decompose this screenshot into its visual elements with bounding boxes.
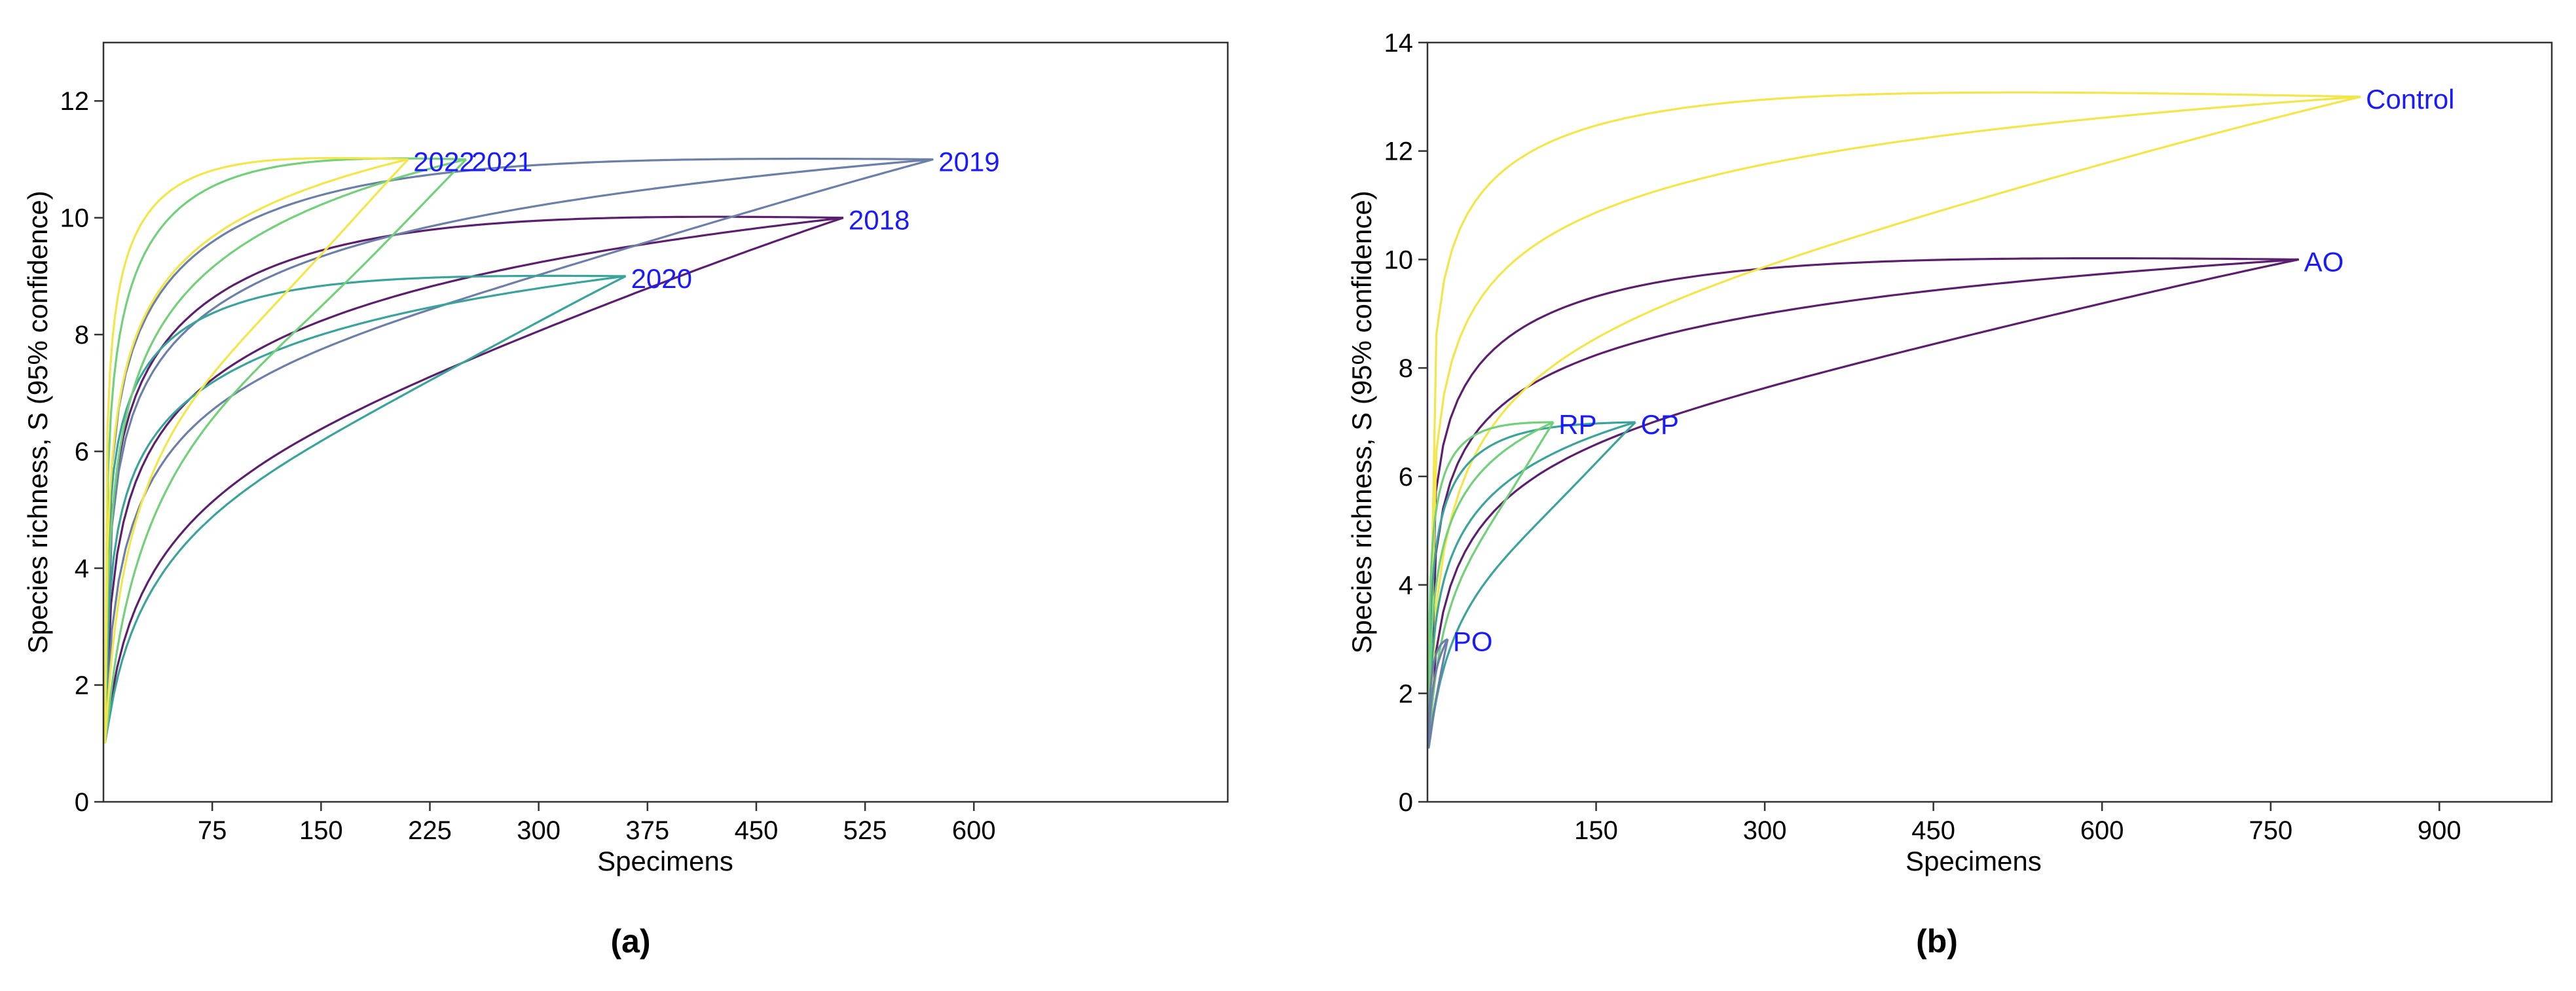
panel-b-y-axis-label: Species richness, S (95% confidence): [1346, 190, 1377, 653]
panel-a-y-tick-label: 2: [75, 672, 89, 700]
panel-b-y-tick-label: 0: [1399, 788, 1413, 817]
panel-b: 150 300 450 600 750 900 0 2 4 6 8 10 12 14 AO Control C…: [1346, 29, 2553, 960]
series-cp-lower-curve: [1427, 421, 1636, 748]
series-2018-upper-curve: [103, 215, 843, 744]
panel-a-x-tick-label: 600: [952, 816, 996, 845]
panel-a-series-layer: [103, 156, 934, 744]
panel-a-y-tick-label: 6: [75, 438, 89, 467]
series-label-2019: 2019: [938, 146, 999, 177]
panel-a-plot-frame: [102, 41, 1229, 803]
panel-b-ticks-layer: 150 300 450 600 750 900 0 2 4 6 8 10 12 14: [1384, 29, 2461, 845]
series-2020-lower-curve: [103, 275, 627, 744]
panel-b-x-tick-label: 750: [2249, 816, 2292, 845]
series-control: [1427, 91, 2361, 748]
panel-a-caption: (a): [610, 923, 650, 960]
panel-b-x-tick-label: 600: [2080, 816, 2124, 845]
panel-a-ticks-layer: 75 150 225 300 375 450 525 600 0 2 4 6 8 10 12: [60, 87, 996, 845]
series-po-lower-curve: [1427, 639, 1449, 749]
series-po: [1427, 638, 1449, 749]
series-label-rp: RP: [1558, 409, 1596, 440]
panel-a-x-tick-label: 150: [299, 816, 343, 845]
panel-b-series-layer: [1427, 91, 2361, 749]
panel-b-y-tick-label: 2: [1399, 679, 1413, 708]
panel-a-x-axis-label: Specimens: [597, 846, 733, 876]
series-label-2018: 2018: [849, 205, 910, 236]
series-ao-upper-curve: [1427, 257, 2299, 748]
panel-b-y-tick-label: 8: [1399, 354, 1413, 383]
panel-b-caption: (b): [1916, 923, 1958, 960]
series-label-control: Control: [2366, 84, 2454, 115]
series-cp-upper-curve: [1427, 421, 1636, 748]
series-ao-lower-curve: [1427, 258, 2300, 748]
series-2021-lower-curve: [103, 158, 468, 744]
panel-b-x-axis-label: Specimens: [1905, 846, 2042, 876]
series-label-2021: 2021: [471, 146, 532, 177]
panel-b-x-tick-label: 300: [1743, 816, 1787, 845]
series-label-ao: AO: [2304, 246, 2344, 277]
series-2022-lower-curve: [103, 158, 409, 744]
panel-b-y-tick-label: 14: [1384, 29, 1414, 58]
panel-a-y-tick-label: 12: [60, 87, 90, 116]
series-po-upper-curve: [1427, 638, 1449, 748]
series-control-lower-curve: [1427, 96, 2361, 748]
series-2020: [103, 274, 627, 744]
series-rp-mean-curve: [1427, 421, 1554, 748]
series-2021-upper-curve: [103, 157, 466, 744]
series-2021-mean-curve: [103, 158, 467, 744]
series-2022: [103, 156, 409, 744]
series-cp-mean-curve: [1427, 421, 1636, 748]
series-2022-upper-curve: [103, 156, 409, 744]
series-2022-mean-curve: [103, 158, 409, 744]
panel-a-x-tick-label: 450: [735, 816, 779, 845]
panel-a-x-tick-label: 300: [517, 816, 561, 845]
series-2020-mean-curve: [103, 275, 626, 744]
panel-a-y-axis-label: Species richness, S (95% confidence): [22, 190, 53, 653]
panel-b-y-tick-label: 6: [1399, 463, 1413, 492]
series-2019: [103, 157, 934, 744]
panel-a-x-tick-label: 225: [408, 816, 452, 845]
series-2019-lower-curve: [103, 158, 934, 744]
series-control-upper-curve: [1427, 91, 2361, 748]
panel-b-y-tick-label: 4: [1399, 571, 1413, 600]
panel-b-x-tick-label: 900: [2418, 816, 2461, 845]
panel-b-x-tick-label: 450: [1911, 816, 1955, 845]
panel-b-plot-frame: [1426, 41, 2553, 803]
series-label-cp: CP: [1641, 409, 1679, 440]
panel-a-x-tick-label: 375: [625, 816, 669, 845]
series-2018-lower-curve: [103, 217, 844, 744]
panel-b-series-labels: AO Control CP RP PO: [1453, 84, 2455, 657]
series-ao-mean-curve: [1427, 258, 2299, 748]
series-control-mean-curve: [1427, 96, 2361, 748]
series-ao: [1427, 257, 2300, 748]
series-2019-upper-curve: [103, 157, 934, 744]
series-2020-upper-curve: [103, 274, 626, 744]
panel-b-y-tick-label: 12: [1384, 137, 1414, 166]
panel-a-x-tick-label: 525: [843, 816, 887, 845]
series-rp-upper-curve: [1427, 421, 1554, 748]
series-2021: [103, 157, 468, 744]
series-rp: [1427, 421, 1555, 748]
panel-a-y-tick-label: 8: [75, 321, 89, 350]
series-label-2020: 2020: [631, 263, 692, 294]
series-cp: [1427, 421, 1636, 748]
panel-b-y-tick-label: 10: [1384, 245, 1414, 274]
series-2019-mean-curve: [103, 158, 934, 744]
series-po-mean-curve: [1427, 638, 1449, 748]
series-label-po: PO: [1453, 626, 1493, 657]
panel-a-y-tick-label: 0: [75, 788, 89, 817]
panel-a-y-tick-label: 4: [75, 554, 89, 583]
panel-b-x-tick-label: 150: [1574, 816, 1618, 845]
series-label-2022: 2022: [413, 146, 474, 177]
series-rp-lower-curve: [1427, 422, 1555, 748]
panel-a-y-tick-label: 10: [60, 204, 90, 233]
panel-a-x-tick-label: 75: [198, 816, 227, 845]
